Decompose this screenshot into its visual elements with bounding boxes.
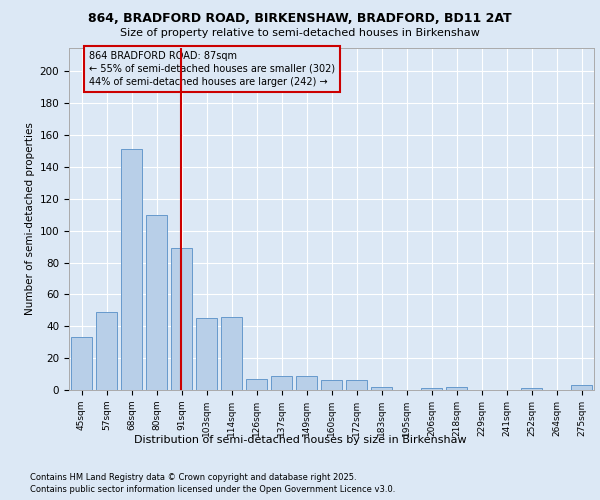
Y-axis label: Number of semi-detached properties: Number of semi-detached properties xyxy=(25,122,35,315)
Text: Distribution of semi-detached houses by size in Birkenshaw: Distribution of semi-detached houses by … xyxy=(134,435,466,445)
Bar xyxy=(221,316,242,390)
Text: 864, BRADFORD ROAD, BIRKENSHAW, BRADFORD, BD11 2AT: 864, BRADFORD ROAD, BIRKENSHAW, BRADFORD… xyxy=(88,12,512,26)
Bar xyxy=(171,248,192,390)
Bar xyxy=(371,387,392,390)
Bar xyxy=(521,388,542,390)
Bar xyxy=(146,215,167,390)
Bar xyxy=(121,150,142,390)
Bar xyxy=(321,380,342,390)
Bar xyxy=(446,387,467,390)
Bar xyxy=(296,376,317,390)
Bar xyxy=(571,385,592,390)
Text: 864 BRADFORD ROAD: 87sqm
← 55% of semi-detached houses are smaller (302)
44% of : 864 BRADFORD ROAD: 87sqm ← 55% of semi-d… xyxy=(89,50,335,87)
Bar xyxy=(96,312,117,390)
Bar xyxy=(421,388,442,390)
Text: Contains HM Land Registry data © Crown copyright and database right 2025.: Contains HM Land Registry data © Crown c… xyxy=(30,472,356,482)
Bar xyxy=(71,338,92,390)
Bar xyxy=(346,380,367,390)
Text: Contains public sector information licensed under the Open Government Licence v3: Contains public sector information licen… xyxy=(30,485,395,494)
Text: Size of property relative to semi-detached houses in Birkenshaw: Size of property relative to semi-detach… xyxy=(120,28,480,38)
Bar xyxy=(271,376,292,390)
Bar xyxy=(196,318,217,390)
Bar xyxy=(246,379,267,390)
